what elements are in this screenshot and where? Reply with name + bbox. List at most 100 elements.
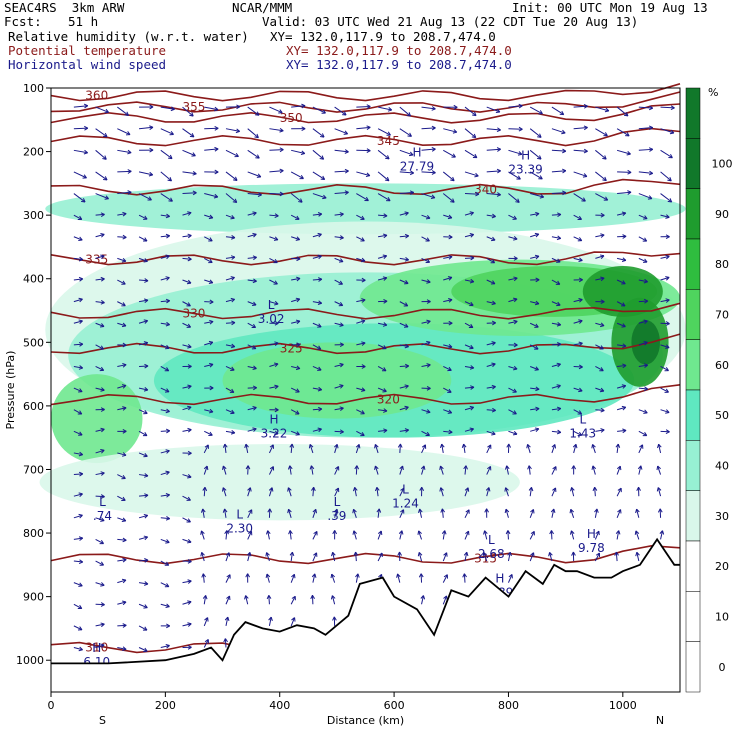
theta-contour	[50, 251, 681, 266]
wind-vector-head	[99, 323, 105, 328]
wind-vector-head	[537, 133, 542, 138]
wind-vector	[529, 509, 534, 518]
wind-vector	[551, 408, 561, 411]
wind-vector	[95, 128, 108, 138]
wind-vector-head	[318, 277, 323, 282]
wind-extremum-value: 2.68	[478, 547, 505, 561]
wind-vector	[290, 430, 300, 436]
wind-vector	[95, 366, 104, 371]
wind-vector-head	[507, 551, 512, 557]
wind-vector	[377, 128, 391, 136]
wind-vector-head	[364, 196, 369, 202]
wind-vector-head	[439, 443, 445, 449]
wind-vector	[657, 487, 662, 497]
wind-vector-head	[665, 429, 670, 434]
wind-vector-head	[330, 573, 336, 579]
wind-vector-head	[360, 319, 366, 324]
wind-vector	[138, 474, 149, 477]
wind-vector	[486, 363, 496, 367]
wind-vector	[378, 214, 388, 217]
wind-vector-head	[421, 444, 427, 449]
wind-vector	[138, 603, 148, 609]
wind-vector	[204, 279, 213, 284]
wind-vector-head	[247, 487, 252, 492]
wind-vector	[464, 257, 475, 259]
wind-vector	[616, 106, 629, 117]
wind-vector-head	[295, 410, 300, 415]
wind-vector-head	[300, 150, 306, 156]
field-rh-xy: XY= 132.0,117.9 to 208.7,474.0	[270, 29, 496, 44]
wind-vector	[73, 171, 87, 179]
wind-vector-head	[204, 444, 209, 449]
wind-vector	[225, 256, 235, 259]
wind-vector	[530, 233, 539, 238]
wind-vector	[573, 342, 583, 346]
wind-vector-head	[604, 107, 610, 113]
wind-vector	[595, 429, 605, 432]
wind-vector	[660, 214, 670, 218]
wind-vector-head	[252, 301, 257, 306]
wind-vector-head	[471, 133, 477, 139]
wind-vector-head	[149, 104, 154, 110]
wind-vector-head	[621, 384, 627, 389]
wind-vector-head	[208, 214, 214, 220]
wind-vector-head	[665, 254, 670, 260]
wind-vector	[225, 128, 240, 132]
wind-vector-head	[378, 552, 383, 558]
wind-vector	[268, 444, 274, 454]
wind-extremum-letter: L	[99, 495, 106, 509]
wind-vector-head	[441, 530, 447, 535]
wind-vector-head	[556, 301, 561, 307]
wind-vector	[73, 387, 83, 393]
wind-vector-head	[83, 103, 89, 109]
wind-vector-head	[470, 385, 475, 390]
wind-vector-head	[251, 345, 257, 350]
wind-vector	[551, 508, 555, 518]
wind-vector-head	[187, 622, 192, 627]
y-tick-label: 1000	[16, 654, 44, 667]
wind-vector	[268, 466, 274, 475]
wind-vector	[160, 430, 170, 432]
wind-vector-head	[443, 574, 448, 579]
wind-vector	[636, 552, 640, 562]
wind-vector-head	[469, 301, 474, 307]
wind-vector	[182, 580, 192, 584]
wind-vector	[160, 106, 175, 110]
wind-vector-head	[265, 530, 271, 535]
wind-vector-head	[104, 108, 109, 114]
wind-vector	[269, 106, 283, 114]
wind-vector	[290, 617, 296, 627]
wind-vector-head	[491, 300, 496, 306]
wind-vector	[397, 573, 401, 583]
wind-vector-head	[164, 583, 170, 588]
wind-vector	[616, 530, 620, 540]
x-axis-label: Distance (km)	[327, 714, 404, 727]
wind-vector	[117, 647, 127, 650]
wind-vector-head	[404, 211, 409, 216]
wind-vector-head	[505, 530, 511, 535]
wind-vector	[660, 171, 672, 182]
wind-vector-head	[569, 508, 575, 514]
y-tick-label: 500	[23, 336, 44, 349]
wind-vector-head	[383, 428, 388, 434]
wind-vector-head	[603, 132, 608, 137]
wind-vector	[443, 409, 452, 414]
wind-vector-head	[308, 444, 314, 449]
wind-extremum-letter: H	[495, 571, 504, 585]
wind-vector	[506, 465, 509, 475]
wind-vector-head	[513, 236, 518, 241]
wind-vector-head	[122, 623, 127, 628]
wind-vector	[573, 299, 583, 303]
wind-vector	[309, 444, 314, 454]
wind-vector-head	[530, 552, 535, 557]
colorbar-level-label: 0	[719, 661, 726, 674]
wind-vector-head	[77, 410, 83, 415]
wind-vector	[530, 255, 540, 259]
wind-extremum-value: .74	[93, 509, 112, 523]
wind-vector-head	[104, 195, 109, 200]
wind-vector	[312, 552, 318, 562]
wind-vector	[334, 128, 348, 135]
wind-vector	[73, 537, 83, 540]
wind-vector	[421, 127, 436, 130]
wind-vector-head	[202, 486, 208, 492]
